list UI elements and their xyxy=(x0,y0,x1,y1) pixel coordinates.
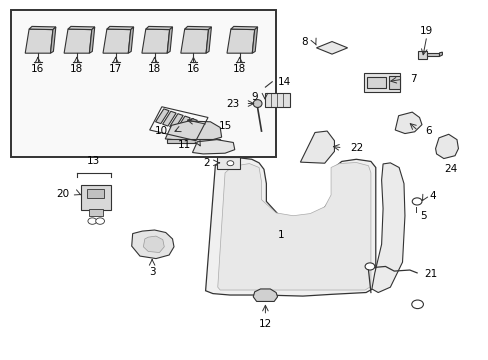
Bar xyxy=(417,51,426,59)
Polygon shape xyxy=(163,111,176,126)
Text: 22: 22 xyxy=(350,143,363,153)
Polygon shape xyxy=(226,29,254,53)
Bar xyxy=(427,53,439,56)
Text: 8: 8 xyxy=(301,37,307,48)
Text: 9: 9 xyxy=(250,93,257,103)
Polygon shape xyxy=(217,162,370,290)
Polygon shape xyxy=(205,27,211,53)
Bar xyxy=(388,76,399,89)
Polygon shape xyxy=(131,230,174,258)
Polygon shape xyxy=(394,112,421,134)
Text: 18: 18 xyxy=(148,64,161,74)
Text: 19: 19 xyxy=(419,26,432,36)
Text: 1: 1 xyxy=(277,230,284,240)
Text: 3: 3 xyxy=(148,267,155,277)
Bar xyxy=(11,10,276,157)
Text: 10: 10 xyxy=(155,126,168,136)
Text: 7: 7 xyxy=(409,74,416,84)
Polygon shape xyxy=(316,41,347,54)
Bar xyxy=(265,93,289,107)
Polygon shape xyxy=(107,26,133,30)
Ellipse shape xyxy=(253,100,262,108)
Text: 14: 14 xyxy=(278,77,291,87)
Bar xyxy=(366,77,385,88)
Text: 21: 21 xyxy=(424,269,437,279)
Polygon shape xyxy=(103,29,130,53)
Text: 24: 24 xyxy=(444,164,457,174)
Polygon shape xyxy=(142,29,169,53)
Polygon shape xyxy=(145,26,172,30)
Polygon shape xyxy=(205,158,375,296)
Polygon shape xyxy=(371,163,404,293)
Polygon shape xyxy=(252,27,257,53)
Text: 2: 2 xyxy=(203,158,209,168)
Polygon shape xyxy=(169,114,183,129)
Bar xyxy=(166,139,220,143)
Polygon shape xyxy=(68,26,95,30)
Text: 17: 17 xyxy=(109,64,122,74)
Polygon shape xyxy=(50,27,56,53)
Polygon shape xyxy=(165,121,221,140)
Polygon shape xyxy=(155,109,169,123)
Circle shape xyxy=(411,300,423,309)
Polygon shape xyxy=(176,116,190,131)
Polygon shape xyxy=(300,131,334,163)
Text: 16: 16 xyxy=(186,64,200,74)
Circle shape xyxy=(226,161,233,166)
Polygon shape xyxy=(25,29,53,53)
Bar xyxy=(87,189,104,198)
Text: 5: 5 xyxy=(420,211,426,221)
Polygon shape xyxy=(184,26,211,30)
Text: 15: 15 xyxy=(219,121,232,131)
Polygon shape xyxy=(89,27,95,53)
Polygon shape xyxy=(64,29,92,53)
Polygon shape xyxy=(439,52,442,57)
Text: 18: 18 xyxy=(233,64,246,74)
Polygon shape xyxy=(253,289,277,301)
Text: 13: 13 xyxy=(87,156,100,166)
Polygon shape xyxy=(167,27,172,53)
Polygon shape xyxy=(29,26,56,30)
Circle shape xyxy=(88,218,97,224)
Polygon shape xyxy=(192,140,234,154)
Polygon shape xyxy=(143,236,164,252)
Text: 4: 4 xyxy=(428,191,435,201)
Polygon shape xyxy=(128,27,133,53)
Circle shape xyxy=(96,218,104,224)
Polygon shape xyxy=(435,134,458,158)
Circle shape xyxy=(411,198,421,205)
Text: 20: 20 xyxy=(56,189,69,199)
Bar xyxy=(81,185,111,210)
Text: 23: 23 xyxy=(225,99,239,109)
Circle shape xyxy=(365,263,374,270)
Bar xyxy=(363,73,399,92)
Bar xyxy=(216,157,240,169)
Text: 11: 11 xyxy=(178,140,191,150)
Bar xyxy=(89,209,102,216)
Text: 6: 6 xyxy=(425,126,431,136)
Text: 16: 16 xyxy=(31,64,44,74)
Text: 12: 12 xyxy=(258,319,271,329)
Text: 18: 18 xyxy=(70,64,83,74)
Polygon shape xyxy=(183,118,197,133)
Polygon shape xyxy=(181,29,208,53)
Polygon shape xyxy=(230,26,257,30)
